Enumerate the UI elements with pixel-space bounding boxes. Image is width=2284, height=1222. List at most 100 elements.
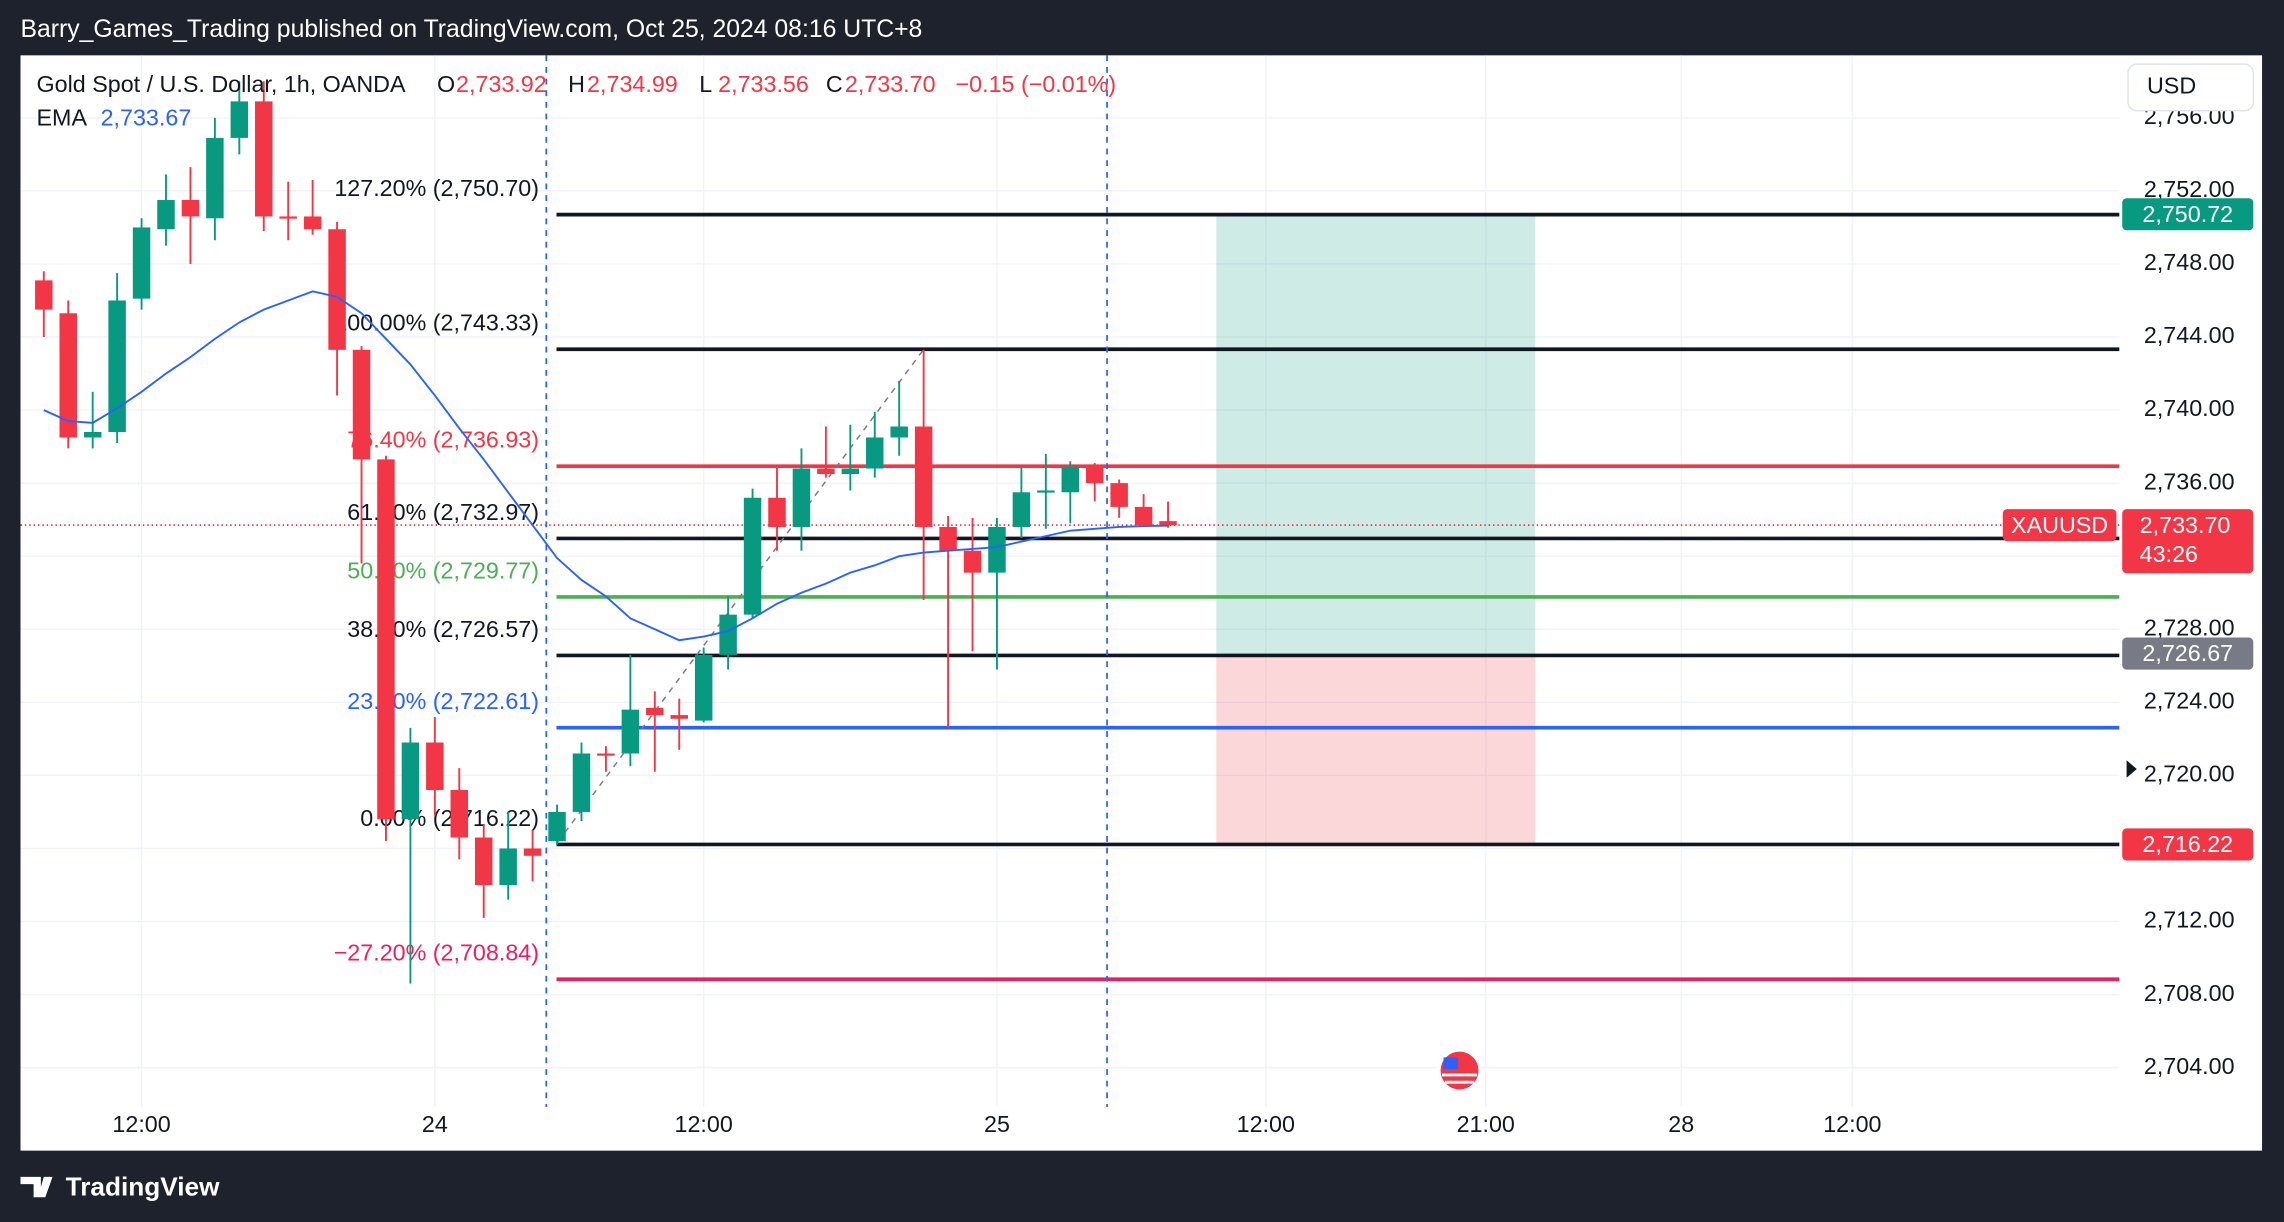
candle-body [328,229,346,350]
ohlc-key: H [568,71,585,97]
x-tick-label: 12:00 [1237,1111,1295,1137]
candle-body [621,709,640,754]
candle-body [963,550,982,573]
position-boxes [1216,214,1536,845]
candle-body [474,837,493,886]
fib-label: 76.40% (2,736.93) [347,427,539,453]
grid [20,55,2120,1107]
candle-body [572,753,591,812]
candle-body [401,742,420,820]
fib-label: 38.20% (2,726.57) [347,616,539,642]
candle-body [181,200,200,217]
x-tick-label: 28 [1668,1111,1694,1137]
loss-zone [1216,653,1536,845]
candle-body [646,707,664,716]
x-tick-label: 12:00 [675,1111,733,1137]
candle-body [255,101,273,217]
candle-body [792,468,811,527]
ohlc-value: 2,733.56 [718,71,809,97]
candle-body [694,654,713,721]
y-tick-label: 2,720.00 [2144,761,2235,787]
candle-body [108,300,126,432]
publish-header: Barry_Games_Trading published on Trading… [20,16,922,43]
ohlc-key: L [699,71,712,97]
candle-body [230,101,249,138]
plot-background [20,55,2263,1151]
currency-button[interactable] [2127,63,2255,112]
axes: 2,704.002,708.002,712.002,716.002,720.00… [112,103,2254,1137]
candle-body [352,349,371,460]
profit-zone [1216,214,1536,654]
candle-body [1134,506,1153,526]
y-tick-label: 2,740.00 [2144,395,2235,421]
candle-body [988,526,1006,573]
price-tag [2122,198,2254,231]
price-tag [2122,828,2254,861]
candle-body [597,753,615,756]
y-tick-label: 2,728.00 [2144,614,2235,640]
ohlc-value: 2,733.70 [845,71,936,97]
price-tag-label: 2,726.67 [2142,640,2233,666]
cursor-arrow [2126,760,2137,778]
candle-body [206,137,224,219]
fib-label: 50.00% (2,729.77) [347,557,539,583]
candle-body [1085,466,1104,484]
ohlc-legend: O 2,733.92 H 2,734.99 L 2,733.56 C 2,733.70 [437,71,936,97]
x-tick-label: 12:00 [1823,1111,1881,1137]
ohlc-key: O [437,71,455,97]
candle-body [59,313,77,438]
candle-body [132,227,151,299]
brand-text: TradingView [66,1171,220,1201]
candle-body [1012,492,1031,527]
ema-label: EMA [37,105,88,131]
fib-label: −27.20% (2,708.84) [334,940,539,966]
candle-body [670,715,688,719]
x-tick-label: 25 [984,1111,1010,1137]
candle-body [377,459,395,820]
last-price-tag [2122,509,2254,574]
event-flag [1437,1048,1482,1093]
candle-body [817,468,835,475]
ohlc-value: 2,733.92 [456,71,547,97]
candle-body [1037,490,1055,493]
candle-body [35,280,53,310]
candle-body [523,848,542,856]
currency-label[interactable]: USD [2147,73,2196,99]
candle-body [743,497,762,615]
candle-body [866,437,884,469]
candle-body [1110,483,1128,507]
legend: Gold Spot / U.S. Dollar, 1h, OANDA O 2,73… [37,71,1117,130]
fib-label: 100.00% (2,743.33) [334,310,539,336]
bar-countdown: 43:26 [2140,541,2198,567]
symbol-tag [2002,509,2117,542]
candle-body [890,426,908,438]
candle-body [841,468,860,475]
candle-body [303,216,322,230]
fib-label: 127.20% (2,750.70) [334,175,539,201]
candle-body [548,811,566,842]
x-tick-label: 24 [422,1111,448,1137]
brand: TradingView [20,1171,220,1201]
symbol-title: Gold Spot / U.S. Dollar, 1h, OANDA [37,71,406,97]
candle-body [279,216,297,219]
candle-body [1159,521,1177,526]
x-tick-label: 21:00 [1457,1111,1515,1137]
candle-body [450,790,469,838]
y-tick-label: 2,736.00 [2144,468,2235,494]
y-tick-label: 2,724.00 [2144,687,2235,713]
price-tag [2122,637,2254,670]
last-price-label: 2,733.70 [2140,512,2231,538]
fib-label: 23.60% (2,722.61) [347,688,539,714]
y-tick-label: 2,704.00 [2144,1053,2235,1079]
candle-body [914,426,933,527]
y-tick-label: 2,708.00 [2144,980,2235,1006]
fib-trend-line [557,349,925,843]
price-plot [20,81,2120,984]
y-tick-label: 2,748.00 [2144,249,2235,275]
candle-body [157,200,175,230]
y-tick-label: 2,744.00 [2144,322,2235,348]
ohlc-value: 2,734.99 [587,71,678,97]
candle-body [1061,466,1080,493]
y-tick-label: 2,712.00 [2144,907,2235,933]
